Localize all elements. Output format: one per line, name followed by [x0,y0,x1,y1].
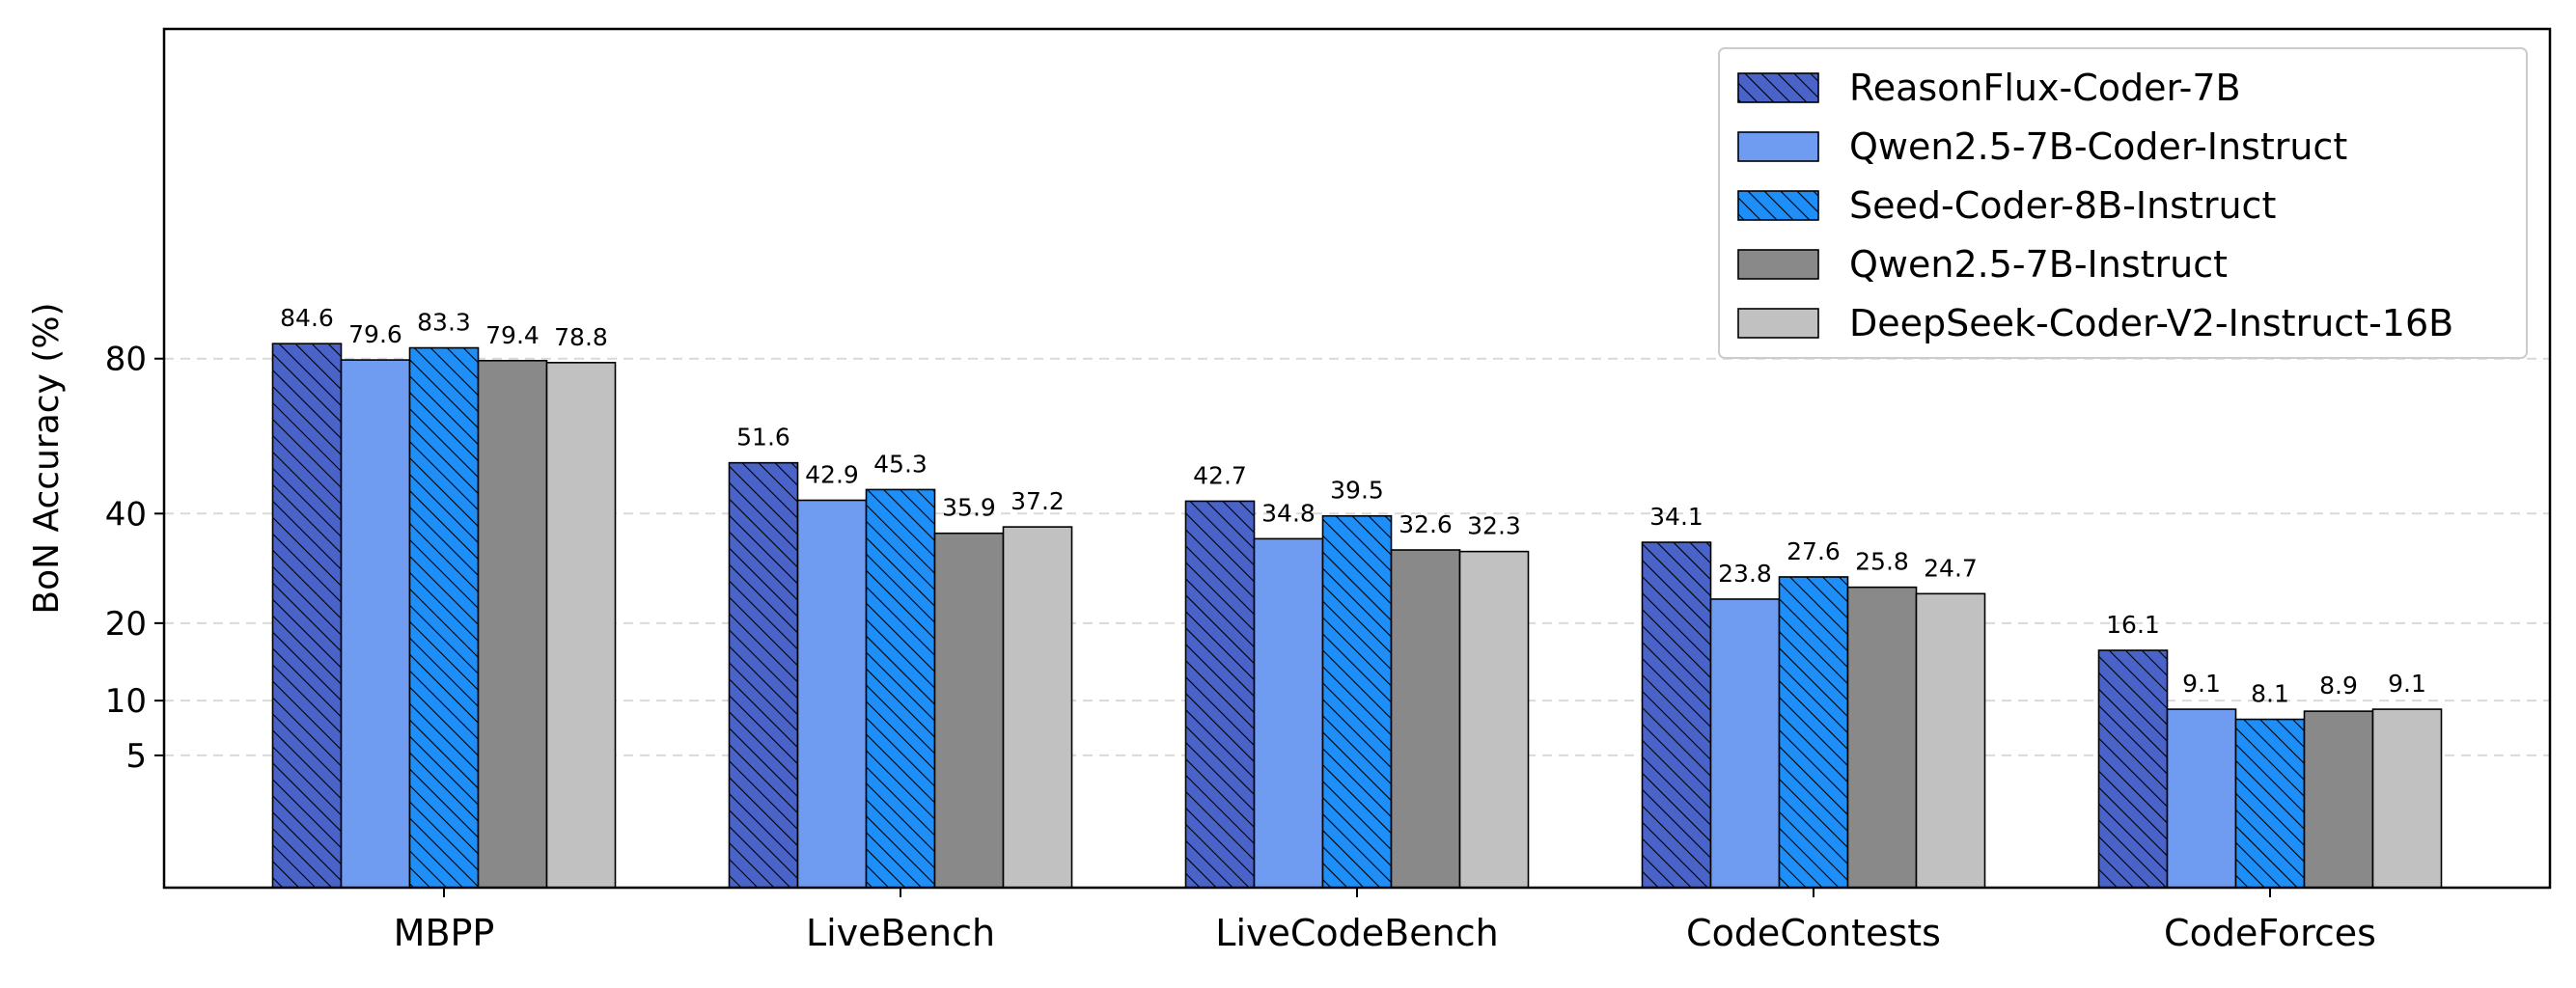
bar [477,359,548,889]
bar-hatch [2235,719,2305,888]
data-label: 79.4 [485,321,540,349]
legend-label: Qwen2.5-7B-Instruct [1849,243,2228,286]
bar [796,499,868,889]
legend-swatch [1737,249,1819,280]
bar [545,362,617,889]
y-axis: 5 10 20 40 80 [105,341,164,776]
bar [2303,710,2374,889]
data-label: 9.1 [2388,670,2426,698]
bar [1915,592,1986,889]
legend-swatch [1737,131,1819,162]
bars-layer [271,343,2443,889]
bar-hatch [1322,515,1392,888]
data-label: 35.9 [942,494,996,522]
bar-hatch [1642,542,1711,888]
y-tick-label: 10 [105,682,147,721]
bar [1458,550,1530,889]
data-label: 51.6 [736,424,790,452]
bar-hatch [2098,650,2168,888]
data-label: 34.8 [1261,499,1316,527]
data-label: 32.3 [1467,512,1521,540]
y-tick-label: 20 [105,605,147,644]
x-tick-label: CodeForces [2164,912,2376,954]
data-label: 84.6 [280,304,334,332]
legend-label: ReasonFlux-Coder-7B [1849,67,2241,109]
bar-hatch [409,347,479,888]
bar-hatch [1779,576,1848,888]
legend: ReasonFlux-Coder-7B Qwen2.5-7B-Coder-Inst… [1718,47,2528,359]
bar-hatch [866,489,935,888]
legend-label: Seed-Coder-8B-Instruct [1849,184,2276,227]
data-labels-layer: 84.6 79.6 83.3 79.4 78.8 51.6 42.9 45.3 35.9 37.2… [280,304,2426,707]
data-label: 23.8 [1718,560,1772,588]
data-label: 9.1 [2182,670,2221,698]
bar [1390,549,1461,889]
bar [340,359,411,889]
data-label: 78.8 [554,323,608,351]
bar-hatch [272,343,342,888]
legend-swatch [1737,308,1819,339]
bar [2371,708,2443,889]
x-tick-label: CodeContests [1686,912,1941,954]
bar [1002,526,1073,889]
bar [2166,708,2237,889]
legend-swatch-hatch [1738,191,1818,220]
x-tick-label: LiveBench [806,912,995,954]
legend-swatch-hatch [1738,73,1818,102]
bar-hatch [1185,501,1255,888]
x-tick-label: LiveCodeBench [1215,912,1498,954]
legend-label: Qwen2.5-7B-Coder-Instruct [1849,125,2347,168]
data-label: 37.2 [1011,487,1065,515]
bar [933,532,1005,889]
legend-box [1718,47,2528,359]
data-label: 34.1 [1649,503,1703,531]
data-label: 25.8 [1855,548,1909,576]
data-label: 39.5 [1330,477,1384,505]
y-axis-title: BoN Accuracy (%) [27,302,67,614]
y-tick-label: 40 [105,495,147,534]
legend-label: DeepSeek-Coder-V2-Instruct-16B [1849,302,2453,344]
data-label: 16.1 [2106,611,2160,639]
data-label: 32.6 [1399,510,1453,538]
data-label: 83.3 [417,309,471,337]
data-label: 27.6 [1787,537,1841,565]
bar-hatch [729,462,798,888]
data-label: 79.6 [348,320,402,348]
bar [1846,586,1918,889]
data-label: 45.3 [873,450,928,478]
bar [1253,537,1324,889]
data-label: 42.7 [1193,461,1247,489]
data-label: 42.9 [805,460,859,488]
data-label: 24.7 [1924,554,1978,582]
x-tick-label: MBPP [394,912,495,954]
bar [1709,598,1781,889]
data-label: 8.9 [2319,672,2358,700]
data-label: 8.1 [2251,680,2289,708]
y-tick-label: 5 [125,737,147,776]
y-tick-label: 80 [105,341,147,379]
x-axis: MBPP LiveBench LiveCodeBench CodeContests Co… [394,888,2376,954]
